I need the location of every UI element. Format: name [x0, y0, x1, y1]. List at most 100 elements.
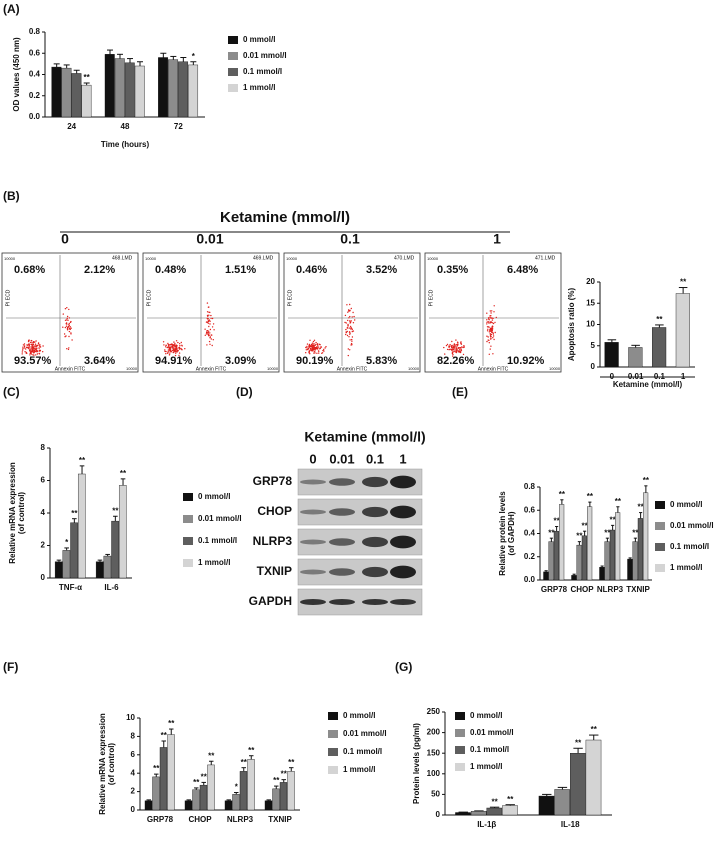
quadrant-percent: 0.68%: [14, 264, 45, 276]
bar: [233, 794, 240, 810]
event-dot: [495, 332, 496, 333]
event-dot: [453, 347, 454, 348]
significance: **: [79, 456, 86, 465]
event-dot: [207, 322, 208, 323]
blot-band: [329, 478, 355, 486]
event-dot: [486, 341, 487, 342]
event-dot: [68, 309, 69, 310]
y-tick-label: 0: [131, 805, 136, 814]
event-dot: [32, 346, 33, 347]
event-dot: [313, 343, 314, 344]
event-dot: [208, 335, 209, 336]
event-dot: [492, 353, 493, 354]
event-dot: [164, 349, 165, 350]
blot-band: [390, 506, 416, 519]
protein-label: GAPDH: [249, 594, 292, 608]
event-dot: [209, 344, 210, 345]
event-dot: [318, 352, 319, 353]
legend-label: 1 mmol/l: [470, 762, 502, 771]
event-dot: [350, 328, 351, 329]
event-dot: [351, 308, 352, 309]
panel-label: (F): [3, 660, 18, 674]
panel-label: (B): [3, 189, 20, 203]
event-dot: [69, 323, 70, 324]
significance: **: [273, 776, 280, 785]
bar: [600, 567, 605, 580]
y-tick-label: 0.8: [524, 482, 536, 491]
event-dot: [453, 345, 454, 346]
event-dot: [181, 342, 182, 343]
event-dot: [70, 326, 71, 327]
blot-band: [362, 537, 388, 547]
event-dot: [209, 332, 210, 333]
event-dot: [324, 347, 325, 348]
y-tick-label: 250: [427, 707, 441, 716]
axis-max: 10000: [145, 256, 157, 261]
event-dot: [451, 346, 452, 347]
event-dot: [309, 350, 310, 351]
event-dot: [69, 317, 70, 318]
bar: [539, 796, 554, 815]
event-dot: [38, 342, 39, 343]
panel-label: (G): [395, 660, 412, 674]
event-dot: [168, 349, 169, 350]
y-axis-label: PI ECD: [5, 289, 11, 306]
event-dot: [448, 349, 449, 350]
event-dot: [39, 350, 40, 351]
blot-band: [300, 540, 326, 545]
event-dot: [206, 332, 207, 333]
bar: [587, 507, 592, 580]
event-dot: [344, 322, 345, 323]
y-axis-label: Protein levels (pg/ml): [412, 723, 421, 804]
event-dot: [22, 351, 23, 352]
event-dot: [209, 312, 210, 313]
event-dot: [207, 311, 208, 312]
event-dot: [312, 343, 313, 344]
x-tick-label: TXNIP: [268, 815, 292, 824]
event-dot: [66, 307, 67, 308]
file-label: 469.LMD: [253, 255, 274, 261]
legend-label: 0.1 mmol/l: [198, 536, 237, 545]
bar: [71, 523, 78, 578]
event-dot: [461, 346, 462, 347]
event-dot: [492, 318, 493, 319]
event-dot: [31, 340, 32, 341]
event-dot: [26, 344, 27, 345]
significance: **: [281, 770, 288, 779]
legend-label: 0 mmol/l: [343, 711, 375, 720]
event-dot: [312, 349, 313, 350]
legend-label: 1 mmol/l: [670, 563, 702, 572]
event-dot: [349, 349, 350, 350]
event-dot: [305, 352, 306, 353]
event-dot: [350, 327, 351, 328]
event-dot: [348, 309, 349, 310]
bar: [78, 474, 85, 578]
bar: [570, 753, 585, 815]
y-axis-label: Relative mRNA expression: [8, 462, 17, 564]
axis-max: 10000: [4, 256, 16, 261]
significance: **: [193, 778, 200, 787]
event-dot: [446, 345, 447, 346]
event-dot: [206, 333, 207, 334]
event-dot: [209, 341, 210, 342]
event-dot: [22, 347, 23, 348]
event-dot: [42, 351, 43, 352]
bar: [582, 536, 587, 580]
event-dot: [175, 353, 176, 354]
event-dot: [492, 337, 493, 338]
event-dot: [461, 349, 462, 350]
event-dot: [174, 346, 175, 347]
event-dot: [67, 316, 68, 317]
event-dot: [351, 339, 352, 340]
event-dot: [168, 351, 169, 352]
x-tick-label: IL-18: [561, 820, 580, 829]
x-tick-label: NLRP3: [227, 815, 254, 824]
event-dot: [312, 347, 313, 348]
bar: [265, 801, 272, 810]
event-dot: [347, 335, 348, 336]
panel-label: (C): [3, 385, 20, 399]
bar: [72, 73, 82, 117]
event-dot: [347, 327, 348, 328]
event-dot: [346, 304, 347, 305]
